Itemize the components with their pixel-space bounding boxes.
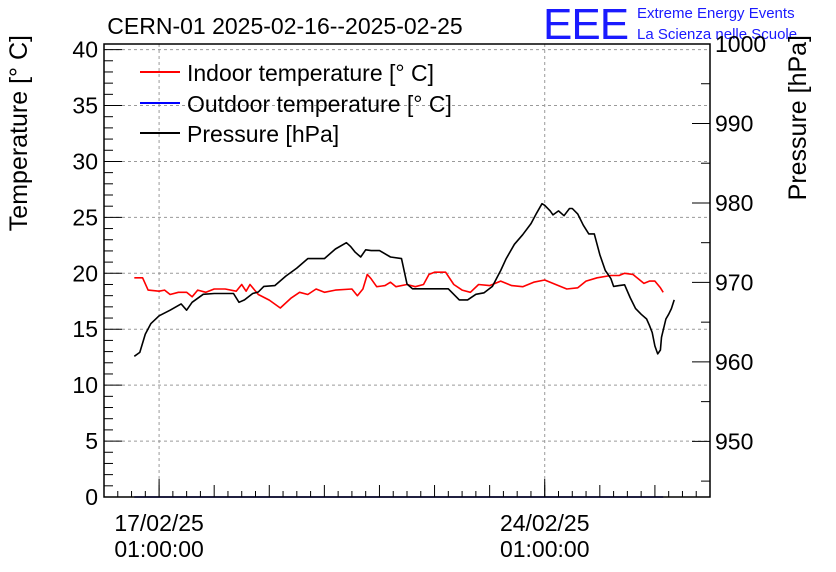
- y2-tick-label: 970: [715, 269, 753, 295]
- legend-label-indoor: Indoor temperature [° C]: [187, 60, 434, 86]
- y-tick-label: 15: [72, 316, 98, 342]
- y-tick-label: 10: [72, 372, 98, 398]
- series-line-pressure: [133, 202, 675, 357]
- y2-tick-label: 990: [715, 110, 753, 136]
- legend-label-pressure: Pressure [hPa]: [187, 121, 339, 147]
- y2-tick-label: 980: [715, 190, 753, 216]
- y2-axis-label: Pressure [hPa]: [784, 35, 812, 200]
- x-tick-label-time: 01:00:00: [114, 536, 204, 562]
- y-tick-label: 20: [72, 260, 98, 286]
- y-tick-label: 35: [72, 93, 98, 119]
- y2-tick-label: 1000: [715, 31, 766, 57]
- y-tick-label: 30: [72, 148, 98, 174]
- y2-tick-label: 960: [715, 349, 753, 375]
- chart-title: CERN-01 2025-02-16--2025-02-25: [107, 13, 462, 39]
- y-axis-label: Temperature [° C]: [5, 35, 33, 231]
- y-tick-label: 5: [85, 428, 98, 454]
- grid: [104, 44, 710, 497]
- eee-logo: EEE Extreme Energy Events La Scienza nel…: [543, 0, 797, 49]
- series-line-indoor-temperature: [134, 271, 664, 309]
- y-tick-label: 0: [85, 484, 98, 510]
- legend: Indoor temperature [° C] Outdoor tempera…: [140, 60, 452, 147]
- legend-label-outdoor: Outdoor temperature [° C]: [187, 91, 452, 117]
- x-tick-label-date: 17/02/25: [114, 510, 204, 536]
- axes: 0 5 10 15 20 25 30 35 40 950 960 970 980 990 1000 17/02…: [72, 31, 766, 562]
- eee-logo-line1: Extreme Energy Events: [637, 5, 795, 22]
- y2-tick-label: 950: [715, 428, 753, 454]
- y-tick-label: 25: [72, 204, 98, 230]
- x-tick-label-date: 24/02/25: [500, 510, 590, 536]
- eee-logo-line2: La Scienza nelle Scuole: [637, 26, 797, 43]
- x-tick-label-time: 01:00:00: [500, 536, 590, 562]
- eee-logo-text: EEE: [543, 0, 628, 49]
- plot-series: [133, 202, 675, 498]
- y-tick-label: 40: [72, 37, 98, 63]
